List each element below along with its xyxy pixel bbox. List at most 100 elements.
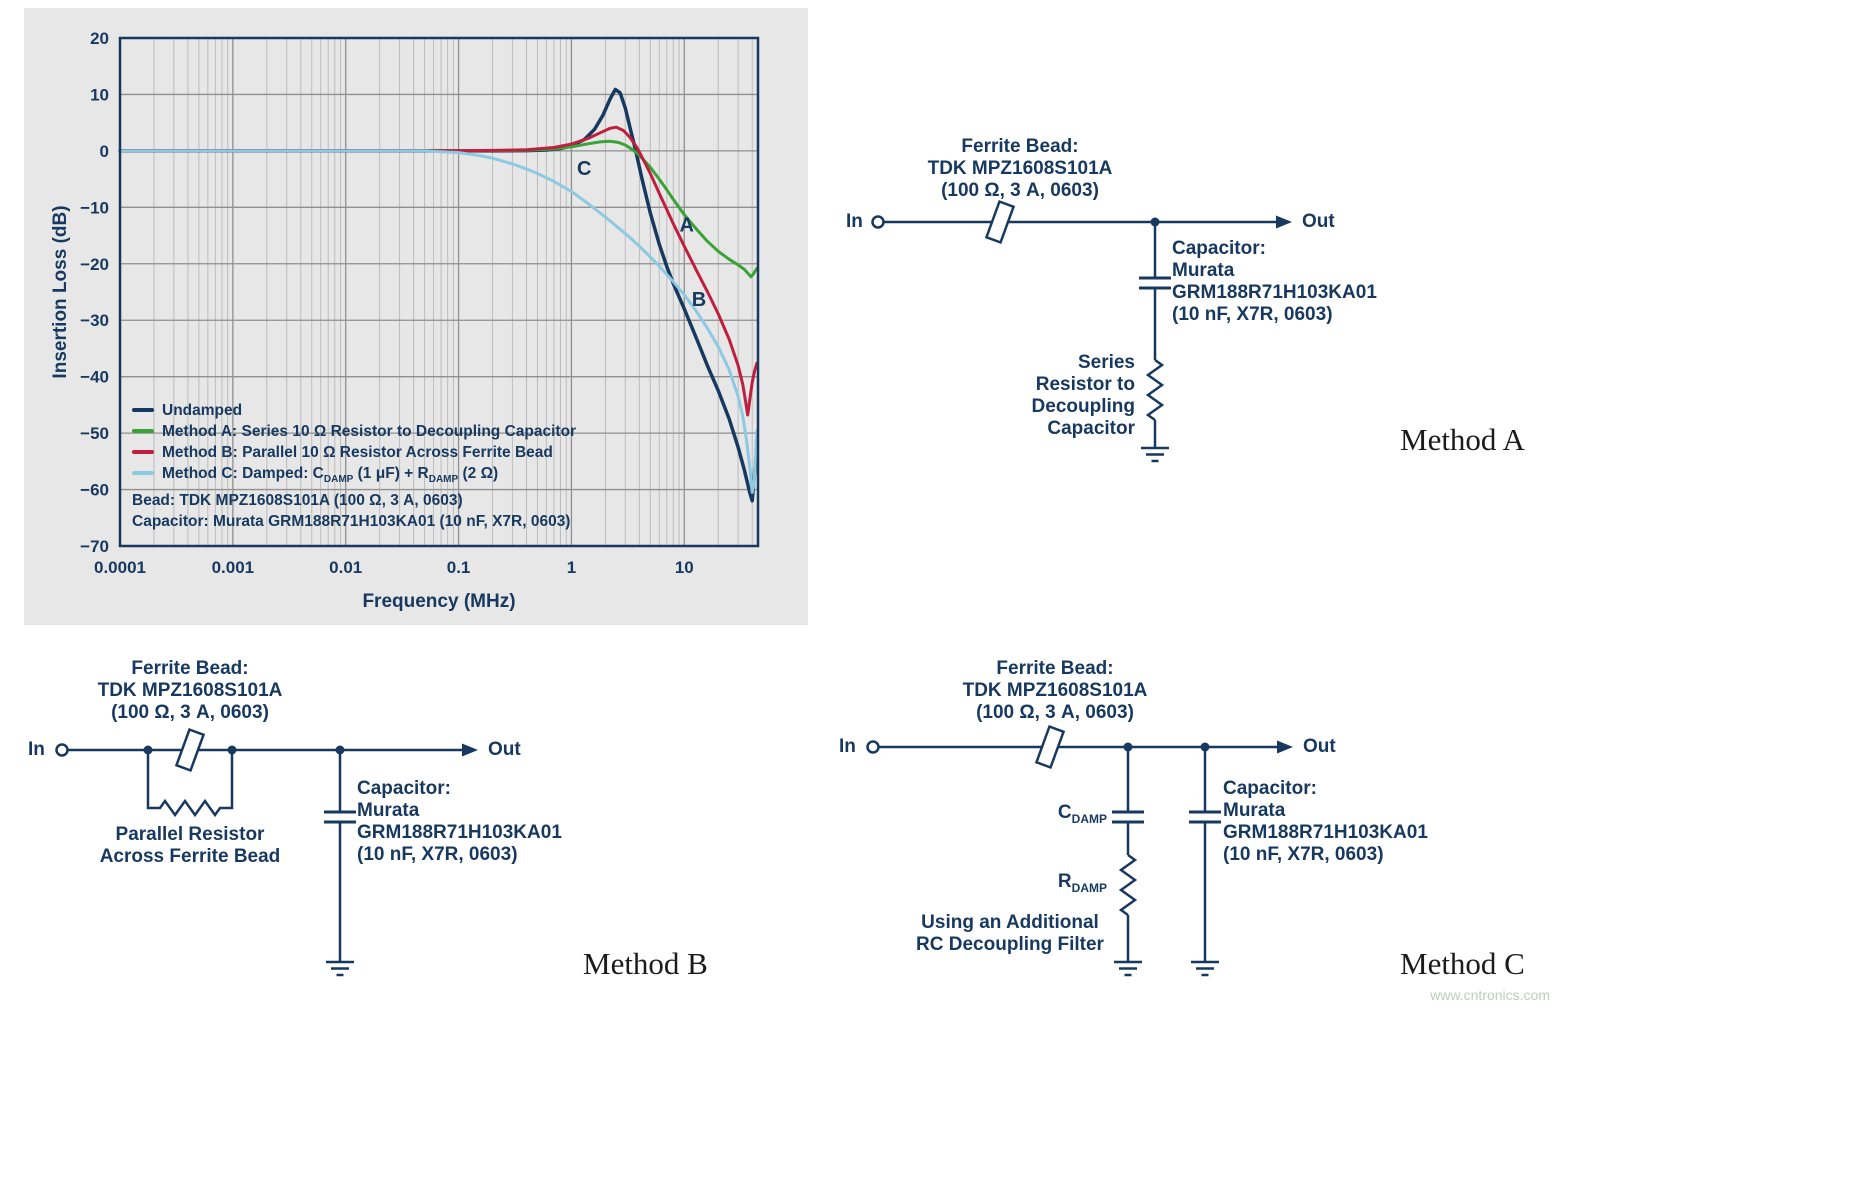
label-line: Capacitor: bbox=[357, 778, 451, 799]
out-arrow-icon bbox=[1276, 215, 1292, 229]
method-b-circuit: In Out Ferrite Bead: TDK MPZ1608S101A (1… bbox=[20, 640, 780, 1010]
label-line: (10 nF, X7R, 0603) bbox=[1172, 304, 1333, 325]
label-line: Ferrite Bead: bbox=[131, 658, 249, 679]
rdamp-label: RDAMP bbox=[985, 871, 1107, 899]
in-terminal-icon bbox=[866, 740, 880, 754]
wires bbox=[878, 745, 1278, 962]
legend-swatch-method-b bbox=[132, 450, 154, 454]
parallel-resistor-icon bbox=[146, 750, 234, 818]
out-arrow-icon bbox=[1277, 740, 1293, 754]
legend-label-sub: DAMP bbox=[428, 474, 459, 486]
label-line: Murata bbox=[357, 800, 420, 821]
method-c-schematic bbox=[866, 724, 1293, 977]
out-label: Out bbox=[1302, 211, 1335, 232]
curve-letter-labels: C A B bbox=[577, 158, 706, 311]
legend-swatch-method-a bbox=[132, 429, 154, 433]
label-line: (10 nF, X7R, 0603) bbox=[1223, 844, 1384, 865]
legend-swatch-undamped bbox=[132, 408, 154, 412]
ferrite-bead-icon bbox=[1034, 724, 1066, 770]
legend-item-method-c: Method C: Damped: CDAMP (1 μF) + RDAMP (… bbox=[132, 463, 576, 490]
parallel-resistor-label: Parallel Resistor Across Ferrite Bead bbox=[40, 824, 340, 868]
junction-dot bbox=[143, 745, 153, 755]
plot-frame bbox=[118, 36, 760, 548]
y-tick-label: −40 bbox=[80, 368, 109, 387]
wires bbox=[67, 748, 463, 962]
insertion-loss-chart: 0.0001 0.001 0.01 0.1 1 10 20 10 0 −10 −20 −30 −40 −5… bbox=[80, 29, 760, 577]
capacitor-icon bbox=[1139, 276, 1171, 290]
capacitor-label: Capacitor: Murata GRM188R71H103KA01 (10 … bbox=[357, 778, 597, 866]
junction-dot bbox=[1150, 217, 1160, 227]
label-line: Murata bbox=[1172, 260, 1235, 281]
legend-item-method-a: Method A: Series 10 Ω Resistor to Decoup… bbox=[132, 421, 576, 442]
capacitor-label: Capacitor: Murata GRM188R71H103KA01 (10 … bbox=[1172, 238, 1402, 326]
y-tick-label: −30 bbox=[80, 311, 109, 330]
y-tick-label: −20 bbox=[80, 255, 109, 274]
legend-note-capacitor: Capacitor: Murata GRM188R71H103KA01 (10 … bbox=[132, 511, 576, 532]
label-line: Murata bbox=[1223, 800, 1286, 821]
legend-note-text: Capacitor: Murata GRM188R71H103KA01 (10 … bbox=[132, 513, 571, 531]
method-b-schematic bbox=[55, 727, 478, 977]
legend-note-text: Bead: TDK MPZ1608S101A (100 Ω, 3 A, 0603… bbox=[132, 492, 463, 510]
in-label: In bbox=[839, 736, 856, 757]
label-line: Parallel Resistor bbox=[115, 824, 265, 845]
x-tick-label: 10 bbox=[675, 558, 694, 577]
legend-label: Undamped bbox=[162, 402, 243, 419]
junction-dot bbox=[1123, 742, 1133, 752]
out-arrow-icon bbox=[462, 743, 478, 757]
ferrite-bead-icon bbox=[984, 199, 1016, 245]
y-tick-label: −60 bbox=[80, 481, 109, 500]
curves bbox=[118, 87, 759, 503]
out-label: Out bbox=[488, 739, 521, 760]
label-line: (100 Ω, 3 A, 0603) bbox=[941, 180, 1099, 201]
legend-label: Method B: Parallel 10 Ω Resistor Across … bbox=[162, 444, 553, 461]
tick-labels: 0.0001 0.001 0.01 0.1 1 10 20 10 0 −10 −20 −30 −40 −5… bbox=[80, 29, 694, 577]
ground-icon bbox=[1114, 960, 1142, 977]
capacitor-icon bbox=[324, 810, 356, 824]
label-line: Resistor to bbox=[1035, 374, 1135, 395]
x-tick-label: 0.1 bbox=[447, 558, 471, 577]
label-line: GRM188R71H103KA01 bbox=[1223, 822, 1428, 843]
y-axis-title: Insertion Loss (dB) bbox=[50, 205, 71, 379]
ferrite-bead-icon bbox=[174, 727, 206, 773]
ground-icon bbox=[326, 960, 354, 977]
x-axis-title: Frequency (MHz) bbox=[362, 591, 516, 612]
label-line: Series bbox=[1077, 352, 1135, 373]
in-terminal-icon bbox=[871, 215, 885, 229]
label-line: Ferrite Bead: bbox=[961, 136, 1079, 157]
curve-label-b: B bbox=[692, 289, 706, 311]
label-line: Capacitor: bbox=[1223, 778, 1317, 799]
label-line: Across Ferrite Bead bbox=[99, 846, 281, 867]
rc-filter-label: Using an Additional RC Decoupling Filter bbox=[860, 912, 1160, 956]
out-label: Out bbox=[1303, 736, 1336, 757]
ferrite-bead-label: Ferrite Bead: TDK MPZ1608S101A (100 Ω, 3… bbox=[40, 658, 340, 724]
legend-swatch-method-c bbox=[132, 471, 154, 475]
in-terminal-icon bbox=[55, 743, 69, 757]
legend-label: (2 Ω) bbox=[458, 465, 499, 482]
label-line: Capacitor bbox=[1047, 418, 1135, 439]
junction-dot bbox=[335, 745, 345, 755]
label-line: RC Decoupling Filter bbox=[916, 934, 1104, 955]
in-label: In bbox=[846, 211, 863, 232]
ground-icon bbox=[1141, 446, 1169, 463]
series-method-c bbox=[118, 149, 759, 494]
label-line: GRM188R71H103KA01 bbox=[1172, 282, 1377, 303]
watermark: www.cntronics.com bbox=[1430, 987, 1550, 1003]
y-tick-label: −50 bbox=[80, 424, 109, 443]
in-label: In bbox=[28, 739, 45, 760]
legend-label: Method A: Series 10 Ω Resistor to Decoup… bbox=[162, 423, 577, 440]
y-tick-label: 20 bbox=[90, 29, 109, 48]
insertion-loss-chart-panel: 0.0001 0.001 0.01 0.1 1 10 20 10 0 −10 −20 −30 −40 −5… bbox=[24, 8, 808, 625]
label-line: Ferrite Bead: bbox=[996, 658, 1114, 679]
method-a-circuit: In Out Ferrite Bead: TDK MPZ1608S101A (1… bbox=[840, 130, 1400, 490]
legend-note-bead: Bead: TDK MPZ1608S101A (100 Ω, 3 A, 0603… bbox=[132, 490, 576, 511]
y-tick-label: −10 bbox=[80, 198, 109, 217]
method-c-circuit: In Out Ferrite Bead: TDK MPZ1608S101A (1… bbox=[835, 640, 1555, 1010]
label-line: Decoupling bbox=[1031, 396, 1135, 417]
label-line: TDK MPZ1608S101A bbox=[962, 680, 1148, 701]
legend-item-undamped: Undamped bbox=[132, 400, 576, 421]
ferrite-bead-label: Ferrite Bead: TDK MPZ1608S101A (100 Ω, 3… bbox=[880, 136, 1160, 202]
label-line: Using an Additional bbox=[921, 912, 1099, 933]
label-line: (100 Ω, 3 A, 0603) bbox=[111, 702, 269, 723]
y-tick-label: −70 bbox=[80, 537, 109, 556]
capacitor-icon bbox=[1189, 810, 1221, 824]
